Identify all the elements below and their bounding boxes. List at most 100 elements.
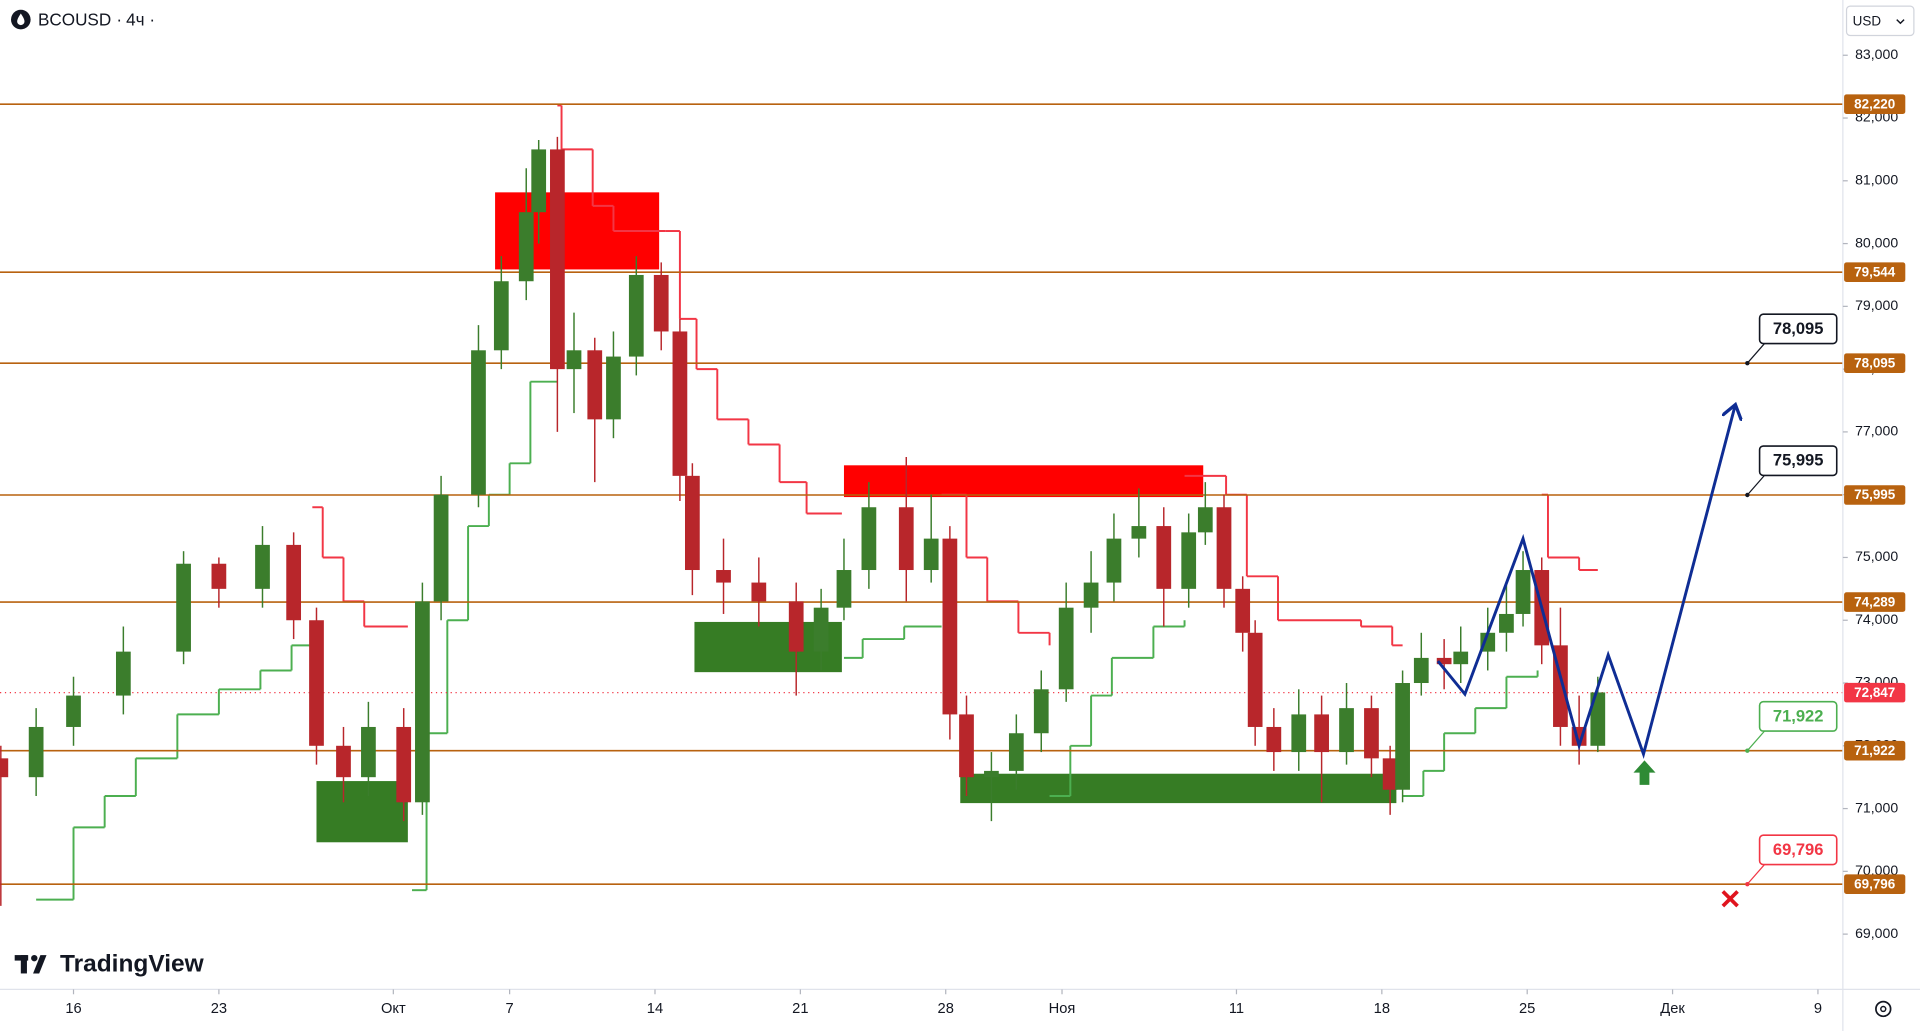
candle-body — [1515, 570, 1531, 614]
stop-icon — [1721, 890, 1739, 908]
level-price-label: 78,095 — [1854, 355, 1896, 370]
candle-body — [923, 538, 939, 571]
candle-body — [1216, 507, 1232, 589]
currency-dropdown[interactable] — [1845, 5, 1915, 37]
y-tick-label: 81,000 — [1855, 172, 1898, 188]
candle-body — [1436, 657, 1452, 665]
y-tick-label: 71,000 — [1855, 799, 1898, 815]
candle-body — [550, 149, 565, 370]
candle-body — [471, 350, 486, 495]
candle-body — [0, 758, 9, 778]
interval: 4ч — [126, 9, 144, 29]
callout-anchor — [1745, 492, 1750, 498]
candle-body — [433, 494, 449, 602]
candle-body — [751, 582, 767, 602]
y-tick-label: 80,000 — [1855, 234, 1898, 250]
y-tick-label: 74,000 — [1855, 611, 1898, 627]
candle-body — [1197, 507, 1213, 533]
callout-label: 69,796 — [1773, 840, 1824, 859]
currency[interactable]: USD — [1853, 14, 1882, 29]
candle-body — [1453, 651, 1469, 665]
x-tick-label: 9 — [1814, 1001, 1822, 1017]
candle-body — [1395, 683, 1410, 790]
candle-body — [984, 770, 999, 778]
candle-body — [255, 544, 270, 589]
y-tick-label: 83,000 — [1855, 46, 1898, 62]
candle-body — [1339, 708, 1354, 753]
current-price-tag — [1844, 682, 1906, 703]
candle-body — [1590, 692, 1606, 746]
candle-body — [176, 563, 191, 652]
symbol-icon-drop — [17, 13, 25, 26]
candle-body — [286, 544, 302, 621]
up-arrow-icon — [1633, 760, 1656, 785]
level-price-label: 69,796 — [1854, 876, 1895, 891]
candle-body — [493, 281, 509, 351]
brand-logo — [14, 954, 47, 974]
callout-anchor — [1745, 360, 1750, 366]
candle-body — [1364, 708, 1379, 759]
x-tick-label: 18 — [1374, 1001, 1390, 1017]
y-tick-label: 70,000 — [1855, 862, 1898, 878]
callout-leader — [1746, 730, 1765, 752]
candle-body — [672, 331, 688, 476]
callout-box — [1758, 445, 1838, 477]
callout-anchor — [1745, 881, 1750, 887]
candle-body — [1266, 726, 1282, 753]
candle-body — [628, 274, 644, 357]
candle-body — [1106, 538, 1122, 583]
y-tick-label: 79,000 — [1855, 297, 1898, 313]
level-price-tag — [1844, 874, 1906, 894]
candle-body — [1083, 582, 1099, 608]
level-price-label: 79,544 — [1854, 264, 1896, 279]
x-tick-label: 7 — [506, 1001, 514, 1017]
candle-body — [716, 570, 731, 583]
plot-area: 78,095 75,995 71,922 69,796 — [0, 103, 1843, 906]
level-price-label: 82,220 — [1854, 96, 1895, 111]
level-price-label: 74,289 — [1854, 594, 1895, 609]
callout-leader — [1746, 864, 1765, 885]
candle-body — [1058, 607, 1074, 690]
candle-body — [813, 607, 829, 652]
level-price-tag — [1844, 353, 1906, 373]
current-price-label: 72,847 — [1854, 685, 1895, 700]
x-tick-label: Окт — [381, 1001, 406, 1017]
callout-leader — [1746, 475, 1765, 496]
candle-body — [336, 745, 351, 778]
level-price-label: 71,922 — [1854, 743, 1895, 758]
axes: 69,00070,00071,00072,00073,00074,00075,0… — [65, 46, 1906, 1017]
x-tick-label: 11 — [1229, 1001, 1244, 1017]
candle-body — [1413, 657, 1429, 684]
level-price-tag — [1844, 592, 1906, 612]
candle-body — [861, 507, 877, 571]
candle-body — [1382, 758, 1398, 790]
candle-body — [531, 149, 547, 213]
candle-body — [788, 601, 804, 652]
candle-body — [606, 356, 621, 420]
callout-box — [1758, 700, 1838, 732]
candle-body — [1156, 526, 1172, 589]
x-tick-label: 25 — [1519, 1001, 1535, 1017]
settings-button[interactable] — [1875, 1000, 1892, 1018]
zone — [960, 773, 1397, 804]
level-price-label: 75,995 — [1854, 487, 1896, 502]
y-tick-label: 75,000 — [1855, 548, 1898, 564]
level-price-tag — [1844, 740, 1906, 761]
x-tick-label: 28 — [938, 1001, 954, 1017]
callout-leader — [1746, 343, 1765, 364]
candle-body — [396, 726, 412, 803]
candle-body — [836, 570, 852, 608]
x-tick-label: Дек — [1660, 1001, 1685, 1017]
candle-body — [898, 507, 914, 571]
separator: · — [149, 9, 155, 29]
candle-body — [1247, 632, 1263, 727]
callout-label: 78,095 — [1773, 319, 1824, 338]
callout-label: 71,922 — [1773, 706, 1824, 725]
y-tick-label: 69,000 — [1855, 925, 1898, 941]
x-tick-label: 14 — [647, 1001, 663, 1017]
candle-body — [1314, 714, 1329, 753]
candle-body — [309, 620, 324, 746]
x-tick-label: 23 — [211, 1001, 227, 1017]
